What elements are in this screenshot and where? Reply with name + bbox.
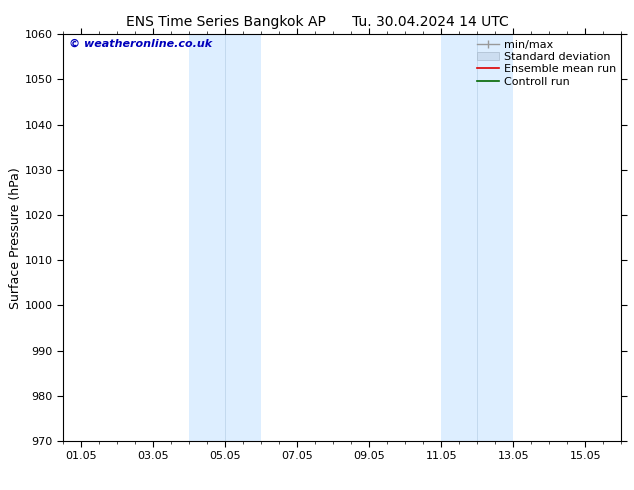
Bar: [441, 34, 514, 441]
Text: © weatheronline.co.uk: © weatheronline.co.uk: [69, 38, 212, 49]
Text: ENS Time Series Bangkok AP      Tu. 30.04.2024 14 UTC: ENS Time Series Bangkok AP Tu. 30.04.202…: [126, 15, 508, 29]
Y-axis label: Surface Pressure (hPa): Surface Pressure (hPa): [9, 167, 22, 309]
Legend: min/max, Standard deviation, Ensemble mean run, Controll run: min/max, Standard deviation, Ensemble me…: [474, 37, 619, 90]
Bar: [190, 34, 261, 441]
